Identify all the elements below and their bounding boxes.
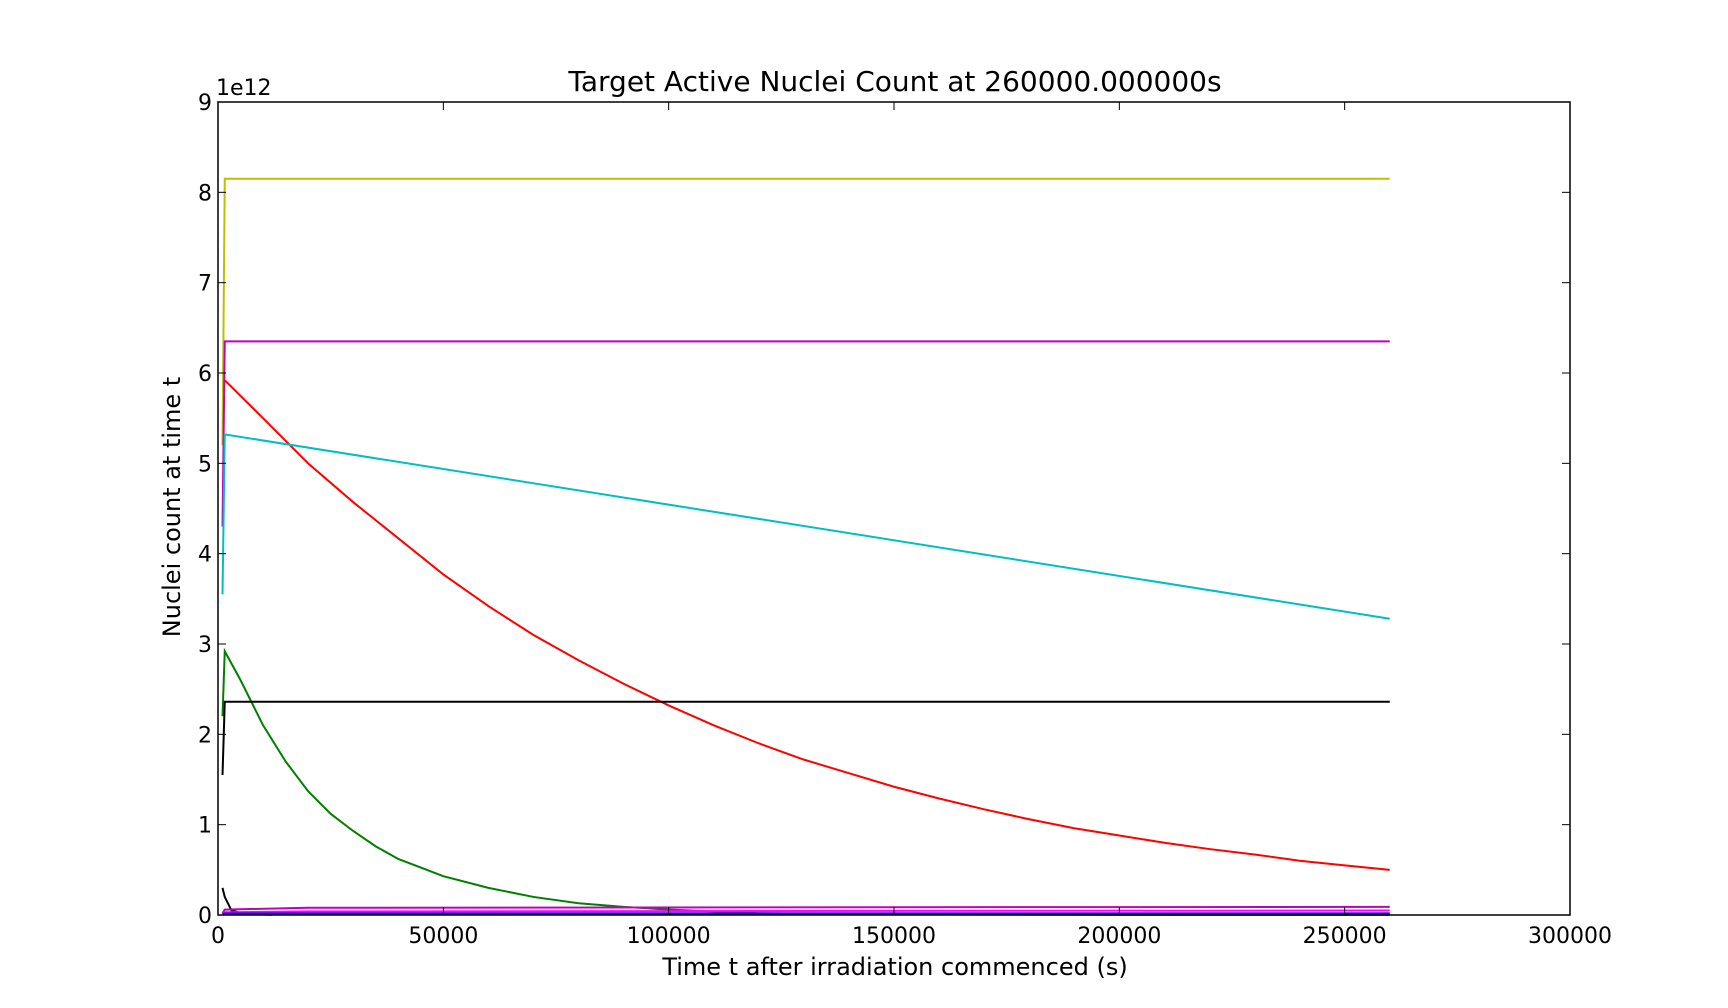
y-tick-label: 9 [198, 91, 212, 116]
series-line-5 [221, 647, 1390, 916]
y-tick-label: 1 [198, 814, 212, 839]
x-tick-label: 200000 [1077, 924, 1161, 949]
y-tick-label: 4 [198, 543, 212, 568]
y-tick-label: 5 [198, 452, 212, 477]
x-tick-label: 100000 [627, 924, 711, 949]
plot-area: 0 50000 100000 150000 200000 250000 300000 0 1 2 3… [198, 91, 1612, 949]
series-line-2 [221, 340, 1390, 527]
x-tick-label: 0 [211, 924, 225, 949]
x-axis-title: Time t after irradiation commenced (s) [661, 953, 1127, 981]
x-tick-label: 50000 [408, 924, 478, 949]
series-line-1 [221, 177, 1390, 446]
x-tick-label: 150000 [852, 924, 936, 949]
x-tick-label: 300000 [1528, 924, 1612, 949]
x-tick-label: 250000 [1303, 924, 1387, 949]
y-tick-label: 2 [198, 723, 212, 748]
y-tick-label: 8 [198, 181, 212, 206]
y-tick-label: 0 [198, 904, 212, 929]
series-line-6 [221, 700, 1390, 776]
y-tick-label: 6 [198, 362, 212, 387]
y-axis-scale-label: 1e12 [216, 76, 272, 101]
series-line-3 [224, 379, 1390, 871]
series-line-4 [221, 433, 1390, 620]
y-axis-title: Nuclei count at time t [158, 377, 186, 637]
series-line-8 [221, 905, 1390, 914]
y-tick-label: 3 [198, 633, 212, 658]
chart-title: Target Active Nuclei Count at 260000.000… [567, 65, 1221, 98]
plot-frame [217, 101, 1571, 916]
series-line-7 [221, 887, 273, 916]
y-tick-label: 7 [198, 272, 212, 297]
